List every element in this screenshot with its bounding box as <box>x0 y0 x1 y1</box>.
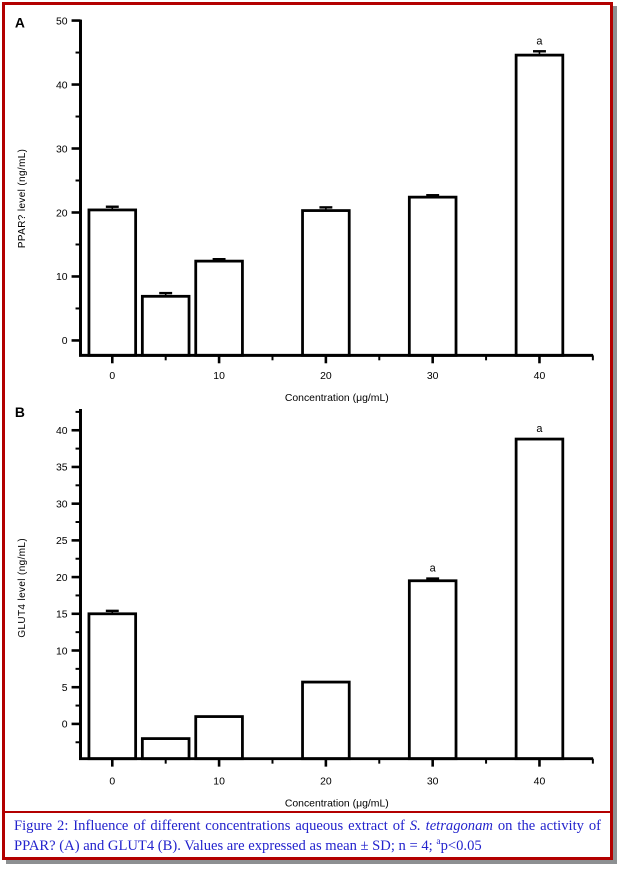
x-tick-label: 10 <box>213 371 225 382</box>
bar <box>301 209 351 357</box>
caption-text-prefix: Figure 2: Influence of different concent… <box>14 818 410 834</box>
figure-caption: Figure 2: Influence of different concent… <box>5 811 610 857</box>
caption-significance-marker: a <box>436 837 441 848</box>
significance-marker: a <box>536 423 543 435</box>
caption-text-suffix: p<0.05 <box>440 838 482 855</box>
y-axis-title: PPAR? level (ng/mL) <box>17 149 28 248</box>
y-tick-label: 20 <box>56 573 68 584</box>
x-axis-title: Concentration (μg/mL) <box>285 393 389 404</box>
x-tick-label: 20 <box>320 371 332 382</box>
y-tick-label: 50 <box>56 16 68 27</box>
bar <box>140 294 191 357</box>
y-tick-label: 20 <box>56 208 68 219</box>
panel-B: a a 0 5 10 15 20 25 30 35 40 0 10 20 30 40 Concentration… <box>15 404 594 809</box>
charts-area: a 0 10 20 30 40 50 0 10 20 30 40 Concentration (μg/m… <box>5 5 610 811</box>
x-tick-label: 30 <box>427 777 439 788</box>
x-axis-title: Concentration (μg/mL) <box>285 798 389 809</box>
x-tick-label: 20 <box>320 777 332 788</box>
x-tick-label: 30 <box>427 371 439 382</box>
panel-letter: A <box>15 15 25 31</box>
bar <box>301 680 351 761</box>
y-tick-label: 10 <box>56 646 68 657</box>
y-tick-label: 30 <box>56 144 68 155</box>
y-tick-label: 0 <box>62 336 68 347</box>
bar <box>407 195 458 357</box>
panel-A: a 0 10 20 30 40 50 0 10 20 30 40 Concentration (μg/m… <box>15 15 594 404</box>
x-tick-label: 40 <box>534 371 546 382</box>
y-tick-label: 40 <box>56 426 68 437</box>
bar <box>87 612 138 761</box>
figure-page: a 0 10 20 30 40 50 0 10 20 30 40 Concentration (μg/m… <box>2 2 613 860</box>
bar <box>194 259 244 357</box>
y-tick-label: 10 <box>56 272 68 283</box>
bar <box>514 437 565 761</box>
bar <box>194 715 244 761</box>
y-tick-label: 5 <box>62 683 68 694</box>
y-tick-label: 30 <box>56 499 68 510</box>
y-tick-label: 40 <box>56 80 68 91</box>
x-tick-label: 10 <box>213 777 225 788</box>
panel-letter: B <box>15 404 25 420</box>
y-tick-label: 25 <box>56 536 68 547</box>
y-tick-label: 0 <box>62 720 68 731</box>
bar <box>407 579 458 761</box>
bar <box>514 53 565 357</box>
y-tick-label: 15 <box>56 610 68 621</box>
y-tick-label: 35 <box>56 463 68 474</box>
y-axis-title: GLUT4 level (ng/mL) <box>17 538 28 638</box>
x-tick-label: 0 <box>109 777 115 788</box>
x-tick-label: 0 <box>109 371 115 382</box>
bar <box>87 208 138 357</box>
caption-species-name: S. tetragonam <box>409 818 493 834</box>
x-tick-label: 40 <box>534 777 546 788</box>
significance-marker: a <box>430 563 437 575</box>
caption-text-middle: on the activity of PPAR? (A) and GLUT4 (… <box>14 818 601 855</box>
bar <box>140 737 191 761</box>
significance-marker: a <box>536 35 543 47</box>
